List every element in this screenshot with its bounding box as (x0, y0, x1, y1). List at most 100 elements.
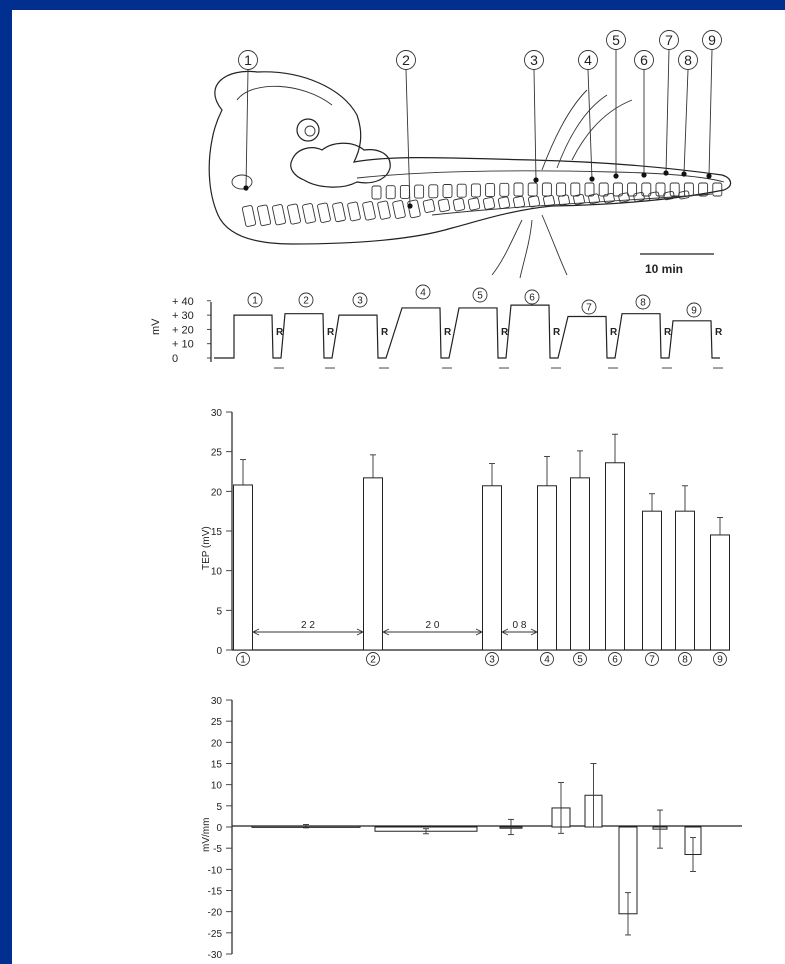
embryo-site-9-text: 9 (708, 32, 716, 48)
tep-category-9: 9 (713, 652, 727, 666)
trace-ref-label: R (664, 327, 672, 338)
voltage-trace: mV + 40 + 30 + 20 + 10 0 1 R 2 R 3 R 4 R 5 R 6 R 7 R 8 R 9 R (150, 284, 723, 369)
tep-y-tick-label: 15 (211, 527, 223, 538)
trace-y-unit: mV (150, 318, 162, 335)
gradient-y-tick-label: 5 (216, 802, 222, 813)
tep-span-arrow-right (475, 628, 484, 636)
tep-category-5-ring (573, 652, 587, 666)
embryo-site-7: 7 (659, 30, 679, 50)
trace-site-7: 7 (581, 299, 597, 315)
gradient-y-tick-label: 30 (211, 696, 223, 707)
trace-site-labels: 1 R 2 R 3 R 4 R 5 R 6 R 7 R 8 R 9 R (247, 284, 723, 369)
tep-category-4: 4 (540, 652, 554, 666)
tep-span-label: 0 8 (513, 620, 527, 631)
trace-site-7-text: 7 (586, 303, 592, 314)
trace-site-2-ring (298, 292, 314, 308)
tep-span-arrow-left (381, 628, 390, 636)
gradient-y-tick-label: 0 (216, 823, 222, 834)
somite-upper (641, 182, 652, 197)
tep-bars (233, 433, 730, 651)
tep-category-8-text: 8 (682, 655, 688, 666)
somite-lower (347, 201, 361, 222)
tep-bar-chart: TEP (mV) 0 5 10 15 20 25 30 2 2 2 0 0 8 1 2 3 4 5 6 7 8… (201, 408, 730, 666)
tep-category-7: 7 (645, 652, 659, 666)
somite-upper (627, 182, 638, 197)
trace-site-4-ring (415, 284, 431, 300)
somite-lower (678, 190, 690, 200)
trace-ref-label: R (276, 327, 284, 338)
embryo-site-4-text: 4 (584, 52, 592, 68)
site-pin-dot (681, 171, 687, 177)
site-pin-line (245, 69, 249, 189)
somite-upper (584, 182, 595, 197)
tep-y-tick-label: 10 (211, 567, 223, 578)
site-pin-dot (613, 173, 619, 179)
tep-y-tick-label: 20 (211, 487, 223, 498)
site-pin-dot (663, 170, 669, 176)
trace-site-1-ring (247, 292, 263, 308)
site-pin-line (683, 69, 689, 175)
somite-upper (470, 183, 481, 198)
site-pin-dot (706, 173, 712, 179)
gradient-y-tick-label: -25 (208, 929, 223, 940)
trace-site-2: 2 (298, 292, 314, 308)
somite-lower (512, 195, 526, 209)
site-pin-line (708, 49, 713, 177)
somite-upper (541, 182, 552, 197)
tep-category-8: 8 (678, 652, 692, 666)
somite-lower (302, 203, 316, 224)
somite-lower (528, 195, 540, 208)
somite-lower (482, 197, 496, 210)
somite-lower (497, 196, 511, 210)
tep-category-4-text: 4 (544, 655, 550, 666)
embryo-site-2-ring (396, 50, 416, 70)
embryo-site-5: 5 (606, 30, 626, 50)
embryo-site-8: 8 (678, 50, 698, 70)
tep-span-arrow-left (500, 628, 509, 636)
embryo-site-7-text: 7 (665, 32, 673, 48)
trace-site-6: 6 (524, 289, 540, 305)
tep-category-1-ring (236, 652, 250, 666)
tep-bar-7 (642, 510, 662, 651)
somite-upper (612, 182, 623, 197)
embryo-site-8-ring (678, 50, 698, 70)
somite-upper (669, 182, 680, 197)
tep-category-8-ring (678, 652, 692, 666)
trace-y-tick-label: + 30 (172, 310, 194, 322)
tep-y-label: TEP (mV) (201, 526, 212, 570)
trace-site-4-text: 4 (420, 288, 426, 299)
somite-lower (392, 200, 406, 219)
somite-lower (558, 194, 570, 206)
gradient-y-tick-label: -5 (213, 844, 222, 855)
trace-site-9-ring (686, 302, 702, 318)
tep-distance-spans: 2 2 2 0 0 8 (251, 620, 539, 636)
trace-line (214, 304, 720, 359)
tep-category-2-text: 2 (370, 655, 376, 666)
somite-lower (407, 199, 421, 219)
gradient-y-tick-label: 10 (211, 781, 223, 792)
trace-y-tick-label: + 10 (172, 339, 194, 351)
trace-ref-label: R (715, 327, 723, 338)
tep-span-arrow-left (251, 628, 260, 636)
embryo-site-1-ring (238, 50, 258, 70)
somite-lower (573, 193, 585, 206)
trace-ref-label: R (553, 327, 561, 338)
tep-category-5-text: 5 (577, 655, 583, 666)
somite-lower (452, 198, 466, 212)
tep-span-label: 2 2 (301, 620, 315, 631)
site-pin-line (665, 49, 670, 174)
somite-upper (527, 182, 538, 197)
somite-lower (272, 204, 286, 226)
somite-upper (428, 184, 439, 199)
embryo-site-6: 6 (634, 50, 654, 70)
site-pin-dot (243, 185, 249, 191)
somite-lower (377, 200, 391, 220)
embryo-site-3-ring (524, 50, 544, 70)
embryo-site-1: 1 (238, 50, 258, 70)
embryo-site-2-text: 2 (402, 52, 410, 68)
somite-lower (603, 192, 615, 204)
somite-upper (456, 183, 467, 198)
tep-category-labels: 1 2 3 4 5 6 7 8 9 (236, 652, 727, 666)
somite-lower (618, 192, 630, 203)
